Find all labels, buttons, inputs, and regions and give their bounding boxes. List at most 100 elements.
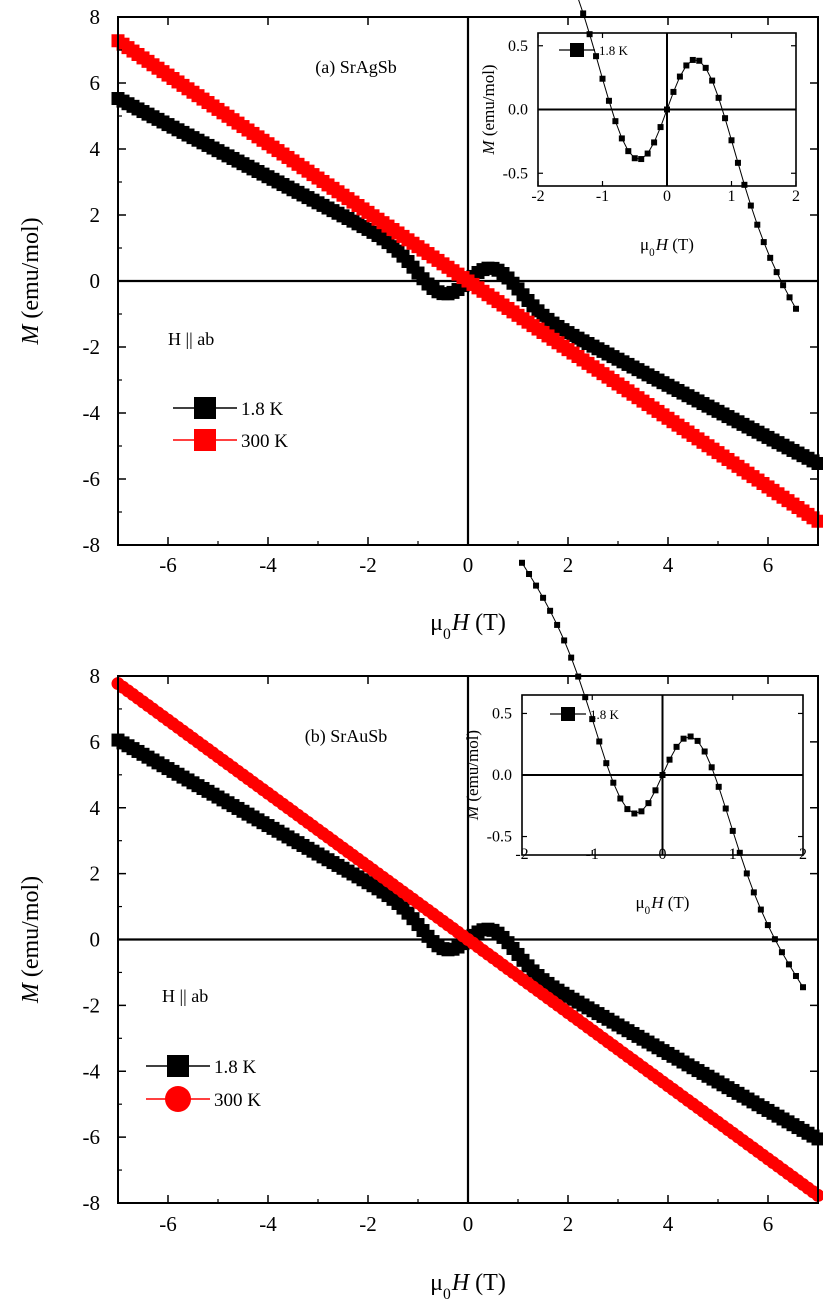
inset-legend-marker xyxy=(570,43,584,57)
inset-y-tick-label: -0.5 xyxy=(503,165,528,182)
axis-title-variable: H xyxy=(650,893,665,912)
y-axis-title: M (emu/mol) xyxy=(18,217,44,345)
inset-x-tick-label: 1 xyxy=(728,188,736,205)
field-direction-label: H || ab xyxy=(162,986,208,1006)
x-tick-label: 4 xyxy=(663,1212,674,1236)
legend-label: 300 K xyxy=(241,431,288,452)
inset-data-point xyxy=(625,148,632,155)
inset-data-point xyxy=(575,673,582,680)
inset-data-point xyxy=(605,97,612,104)
inset-data-point xyxy=(792,972,799,979)
inset-data-point xyxy=(680,735,687,742)
inset-data-point xyxy=(800,984,806,991)
inset-data-point xyxy=(664,106,670,113)
inset-data-point xyxy=(596,738,603,745)
inset-x-tick-label: 2 xyxy=(792,188,800,205)
axis-title-unit: (T) xyxy=(469,610,506,636)
inset-data-point xyxy=(599,75,606,82)
inset-data-point xyxy=(618,135,625,142)
inset-data-point xyxy=(638,808,645,815)
axis-title-subscript: 0 xyxy=(645,905,651,917)
series-300-K xyxy=(111,677,823,1202)
inset-data-point xyxy=(764,922,771,929)
inset-data-point xyxy=(702,64,709,71)
inset-data-point xyxy=(771,936,778,943)
inset-x-tick-label: 2 xyxy=(799,846,807,863)
axis-title-unit: (T) xyxy=(663,893,689,912)
x-tick-label: -4 xyxy=(259,1212,277,1236)
y-tick-label: -6 xyxy=(83,467,101,491)
inset-data-point xyxy=(694,737,701,744)
inset-data-point xyxy=(561,637,568,644)
inset-data-point xyxy=(687,733,694,740)
legend-marker xyxy=(194,397,216,419)
inset-data-point xyxy=(582,694,589,701)
x-tick-label: -2 xyxy=(359,553,377,577)
inset-data-point xyxy=(659,772,666,778)
y-tick-label: 2 xyxy=(90,203,101,227)
inset-data-point xyxy=(519,559,525,566)
inset-data-point xyxy=(786,294,793,301)
legend-label: 1.8 K xyxy=(214,1057,257,1078)
inset-data-point xyxy=(666,756,673,763)
inset-data-point xyxy=(760,239,767,246)
inset-data-point xyxy=(533,582,540,589)
axis-title-subscript: 0 xyxy=(443,626,451,643)
axis-title-unit: (emu/mol) xyxy=(18,876,44,983)
y-tick-label: 6 xyxy=(90,71,101,95)
y-tick-label: 8 xyxy=(90,5,101,29)
axis-title-mu: μ xyxy=(640,235,649,254)
axis-title-unit: (emu/mol) xyxy=(18,217,44,324)
inset-data-point xyxy=(617,795,624,802)
inset-y-tick-label: 0.0 xyxy=(508,102,528,119)
y-tick-label: 0 xyxy=(90,269,101,293)
inset-data-point xyxy=(624,806,631,813)
inset-data-point xyxy=(780,282,787,289)
inset-legend-entry: 1.8 K xyxy=(559,43,629,58)
y-tick-label: -8 xyxy=(83,533,101,557)
inset-data-point xyxy=(722,805,729,812)
inset-x-tick-label: -1 xyxy=(586,846,599,863)
x-tick-label: 6 xyxy=(763,553,774,577)
inset-data-point xyxy=(793,305,799,312)
inset-data-point xyxy=(734,159,741,166)
inset-y-tick-label: 0.5 xyxy=(508,38,528,55)
inset-y-tick-label: -0.5 xyxy=(487,829,512,846)
axis-title-variable: M xyxy=(479,140,498,156)
x-tick-label: -4 xyxy=(259,553,277,577)
axis-title-unit: (T) xyxy=(668,235,694,254)
y-tick-label: 6 xyxy=(90,730,101,754)
inset-data-point xyxy=(670,88,677,95)
y-tick-label: 0 xyxy=(90,928,101,952)
series-300-K xyxy=(111,34,823,528)
panel-label: (b) SrAuSb xyxy=(305,726,388,747)
inset-data-point xyxy=(683,62,690,69)
axis-title-variable: M xyxy=(463,805,482,821)
x-tick-label: 2 xyxy=(563,1212,574,1236)
inset-data-point xyxy=(689,56,696,63)
y-tick-label: 4 xyxy=(90,137,101,161)
inset-x-axis-title: μ0H (T) xyxy=(636,893,690,917)
inset-data-point xyxy=(743,870,750,877)
y-tick-label: 2 xyxy=(90,862,101,886)
series-1_8-K xyxy=(111,733,823,1146)
axis-title-subscript: 0 xyxy=(443,1286,451,1303)
y-tick-label: -2 xyxy=(83,993,101,1017)
y-tick-label: -4 xyxy=(83,401,101,425)
inset-data-point xyxy=(593,53,600,60)
inset-data-point xyxy=(715,783,722,790)
legend-marker xyxy=(165,1086,191,1112)
inset-series-1_8-K xyxy=(578,0,799,312)
inset-data-point xyxy=(645,800,652,807)
inset-legend-marker xyxy=(561,707,575,721)
inset-data-point xyxy=(767,254,774,261)
inset-x-tick-label: -2 xyxy=(515,846,528,863)
inset-data-point xyxy=(701,748,708,755)
inset-data-point xyxy=(773,269,780,276)
inset-data-point xyxy=(568,654,575,661)
inset-data-point xyxy=(754,221,761,228)
inset-data-point xyxy=(586,31,593,38)
